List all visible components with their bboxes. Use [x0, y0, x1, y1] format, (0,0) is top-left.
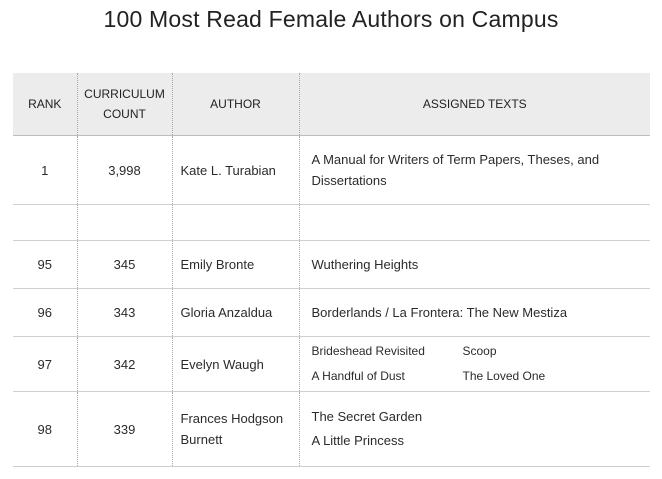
table-row: 96 343 Gloria Anzaldua Borderlands / La … [13, 288, 650, 337]
texts-cell: The Secret Garden A Little Princess [299, 391, 650, 467]
author-header: AUTHOR [172, 73, 300, 136]
texts-cell: A Manual for Writers of Term Papers, The… [299, 135, 650, 205]
curriculum-count-header-line1: CURRICULUM [84, 87, 165, 101]
table-header-row: RANK CURRICULUM COUNT AUTHOR ASSIGNED TE… [13, 73, 650, 136]
rank-cell: 98 [13, 391, 78, 467]
gap-cell [77, 204, 173, 241]
texts-line: Brideshead Revisited Scoop [312, 339, 651, 364]
texts-cell: Borderlands / La Frontera: The New Mesti… [299, 288, 650, 337]
author-cell: Emily Bronte [172, 240, 300, 289]
texts-cell: Brideshead Revisited Scoop A Handful of … [299, 336, 651, 392]
gap-cell [299, 204, 650, 241]
table-row-gap [13, 204, 650, 241]
count-cell: 3,998 [77, 135, 173, 205]
table-row: 1 3,998 Kate L. Turabian A Manual for Wr… [13, 135, 650, 205]
text-title: Scoop [462, 344, 497, 358]
table-row: 95 345 Emily Bronte Wuthering Heights [13, 240, 650, 289]
curriculum-count-header-line2: COUNT [103, 107, 146, 121]
table-row: 97 342 Evelyn Waugh Brideshead Revisited… [13, 336, 651, 392]
gap-cell [172, 204, 300, 241]
authors-table: RANK CURRICULUM COUNT AUTHOR ASSIGNED TE… [13, 73, 650, 467]
author-cell: Kate L. Turabian [172, 135, 300, 205]
text-title: The Loved One [462, 369, 546, 383]
curriculum-count-header: CURRICULUM COUNT [77, 73, 173, 136]
rank-cell: 1 [13, 135, 78, 205]
page-title: 100 Most Read Female Authors on Campus [103, 6, 559, 32]
text-title: Brideshead Revisited [311, 344, 425, 358]
table-row: 98 339 Frances Hodgson Burnett The Secre… [13, 391, 650, 467]
author-cell: Evelyn Waugh [172, 336, 300, 392]
count-cell: 345 [77, 240, 173, 289]
count-cell: 342 [77, 336, 173, 392]
texts-line: A Handful of Dust The Loved One [312, 364, 651, 389]
author-cell: Gloria Anzaldua [172, 288, 300, 337]
text-title: A Handful of Dust [311, 369, 405, 383]
gap-cell [13, 204, 78, 241]
texts-cell: Wuthering Heights [299, 240, 650, 289]
text-title: A Little Princess [311, 433, 405, 448]
count-cell: 343 [77, 288, 173, 337]
rank-cell: 97 [13, 336, 78, 392]
count-cell: 339 [77, 391, 173, 467]
rank-cell: 96 [13, 288, 78, 337]
rank-cell: 95 [13, 240, 78, 289]
rank-header: RANK [13, 73, 78, 136]
text-title: The Secret Garden [311, 409, 423, 424]
author-cell: Frances Hodgson Burnett [172, 391, 300, 467]
assigned-texts-header: ASSIGNED TEXTS [299, 73, 650, 136]
